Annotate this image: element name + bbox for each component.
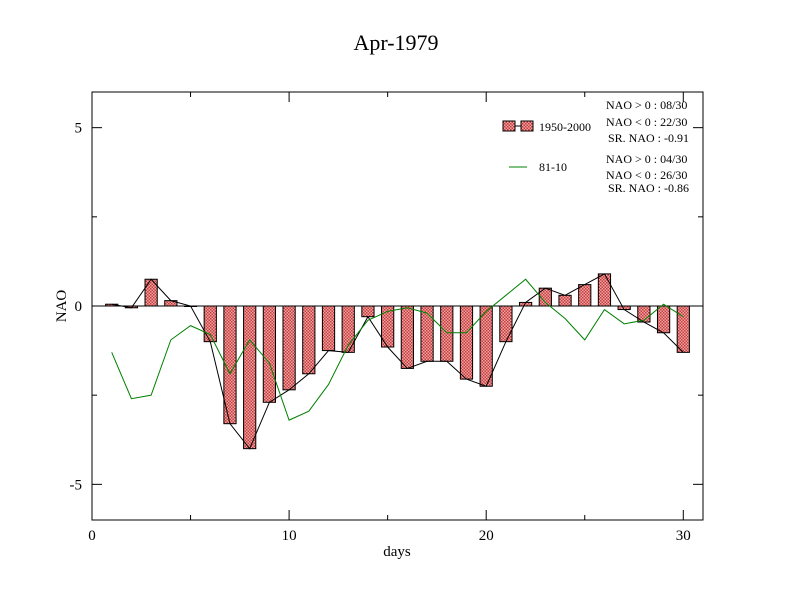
bar-1950-2000 xyxy=(578,284,592,307)
bar-1950-2000 xyxy=(400,305,414,369)
bar-1950-2000 xyxy=(302,305,316,375)
legend-label-1950: 1950-2000 xyxy=(539,120,591,134)
y-tick-label: 5 xyxy=(75,121,83,137)
bar-1950-2000 xyxy=(420,305,434,362)
y-tick-label: -5 xyxy=(70,477,83,493)
bar-1950-2000 xyxy=(203,305,217,343)
chart-title: Apr-1979 xyxy=(353,30,438,55)
x-axis-label: days xyxy=(383,544,411,560)
bar-1950-2000 xyxy=(321,305,336,352)
bar-1950-2000 xyxy=(656,305,671,334)
bar-1950-2000 xyxy=(440,305,454,362)
legend-label-8110: 81-10 xyxy=(539,160,567,174)
bar-1950-2000 xyxy=(479,305,493,387)
bar-1950-2000 xyxy=(597,273,612,307)
stats-8110-neg: NAO < 0 : 26/30 xyxy=(606,168,687,182)
line-1950-2000 xyxy=(111,273,684,450)
stats-8110-sr: SR. NAO : -0.86 xyxy=(608,181,689,195)
x-tick-label: 10 xyxy=(282,528,297,544)
line-81-10 xyxy=(111,278,684,421)
y-axis-label: NAO xyxy=(54,290,70,323)
y-tick-label: 0 xyxy=(75,299,83,315)
x-tick-label: 20 xyxy=(479,528,494,544)
bar-1950-2000 xyxy=(676,305,690,353)
stats-8110-pos: NAO > 0 : 04/30 xyxy=(606,152,687,166)
x-tick-label: 0 xyxy=(88,528,96,544)
bar-1950-2000 xyxy=(361,305,375,318)
stats-1950-neg: NAO < 0 : 22/30 xyxy=(606,115,687,129)
bar-1950-2000 xyxy=(243,305,257,450)
stats-1950-pos: NAO > 0 : 08/30 xyxy=(606,98,687,112)
legend-swatch-1950-b xyxy=(520,120,534,132)
bar-1950-2000 xyxy=(282,305,296,391)
bar-1950-2000 xyxy=(459,305,474,380)
bar-1950-2000 xyxy=(262,305,276,403)
stats-1950-sr: SR. NAO : -0.91 xyxy=(608,131,689,145)
x-tick-label: 30 xyxy=(676,528,691,544)
bar-1950-2000 xyxy=(558,294,572,307)
legend-swatch-1950 xyxy=(502,120,516,132)
bar-1950-2000 xyxy=(499,305,513,343)
